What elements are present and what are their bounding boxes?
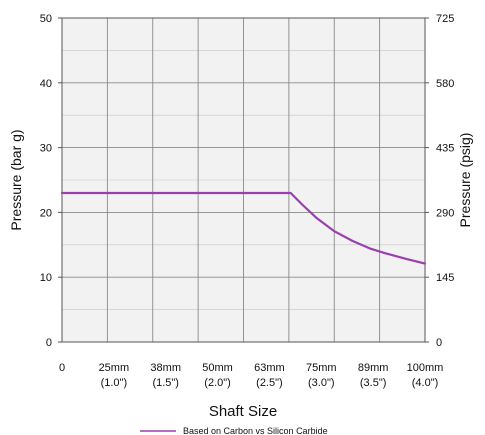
x-tick-label: 75mm	[306, 362, 337, 374]
x-axis-ticks: 0 25mm (1.0") 38mm (1.5") 50mm (2.0") 63mm (2.5"…	[59, 362, 443, 389]
x-tick-sublabel: (1.0")	[101, 377, 128, 389]
y2-tick-label: 435	[436, 143, 454, 155]
x-tick-label: 100mm	[407, 362, 444, 374]
y-axis-left-ticks: 0 10 20 30 40 50	[40, 13, 62, 349]
x-tick-sublabel: (2.5")	[256, 377, 283, 389]
y-tick-label: 10	[40, 272, 52, 284]
y-tick-label: 0	[46, 337, 52, 349]
plot-frame	[61, 17, 426, 343]
x-tick-label: 25mm	[99, 362, 130, 374]
series-lines	[60, 191, 427, 265]
y2-tick-label: 725	[436, 13, 454, 25]
gridlines	[62, 18, 425, 342]
y-tick-label: 50	[40, 13, 52, 25]
y-tick-label: 30	[40, 143, 52, 155]
x-tick-sublabel: (3.5")	[360, 377, 387, 389]
x-tick-sublabel: (2.0")	[204, 377, 231, 389]
y2-tick-label: 580	[436, 78, 454, 90]
y-axis-title-left: Pressure (bar g)	[8, 129, 24, 230]
x-tick-label: 63mm	[254, 362, 285, 374]
y-axis-right-ticks: 0 145 290 435 580 725	[425, 13, 454, 349]
x-tick-label: 0	[59, 362, 65, 374]
y-tick-label: 40	[40, 78, 52, 90]
x-tick-label: 38mm	[150, 362, 181, 374]
y2-tick-label: 0	[436, 337, 442, 349]
series-line	[60, 191, 427, 265]
y-tick-label: 20	[40, 207, 52, 219]
x-tick-sublabel: (3.0")	[308, 377, 335, 389]
x-tick-label: 50mm	[202, 362, 233, 374]
legend-label: Based on Carbon vs Silicon Carbide	[183, 426, 328, 435]
x-axis-title: Shaft Size	[209, 403, 277, 420]
legend: Based on Carbon vs Silicon Carbide	[140, 426, 328, 435]
x-tick-label: 89mm	[358, 362, 389, 374]
x-tick-sublabel: (1.5")	[152, 377, 179, 389]
y2-tick-label: 145	[436, 272, 454, 284]
y-axis-title-right: Pressure (psig)	[457, 133, 473, 228]
x-tick-sublabel: (4.0")	[412, 377, 439, 389]
y2-tick-label: 290	[436, 207, 454, 219]
plot-border	[61, 17, 426, 343]
